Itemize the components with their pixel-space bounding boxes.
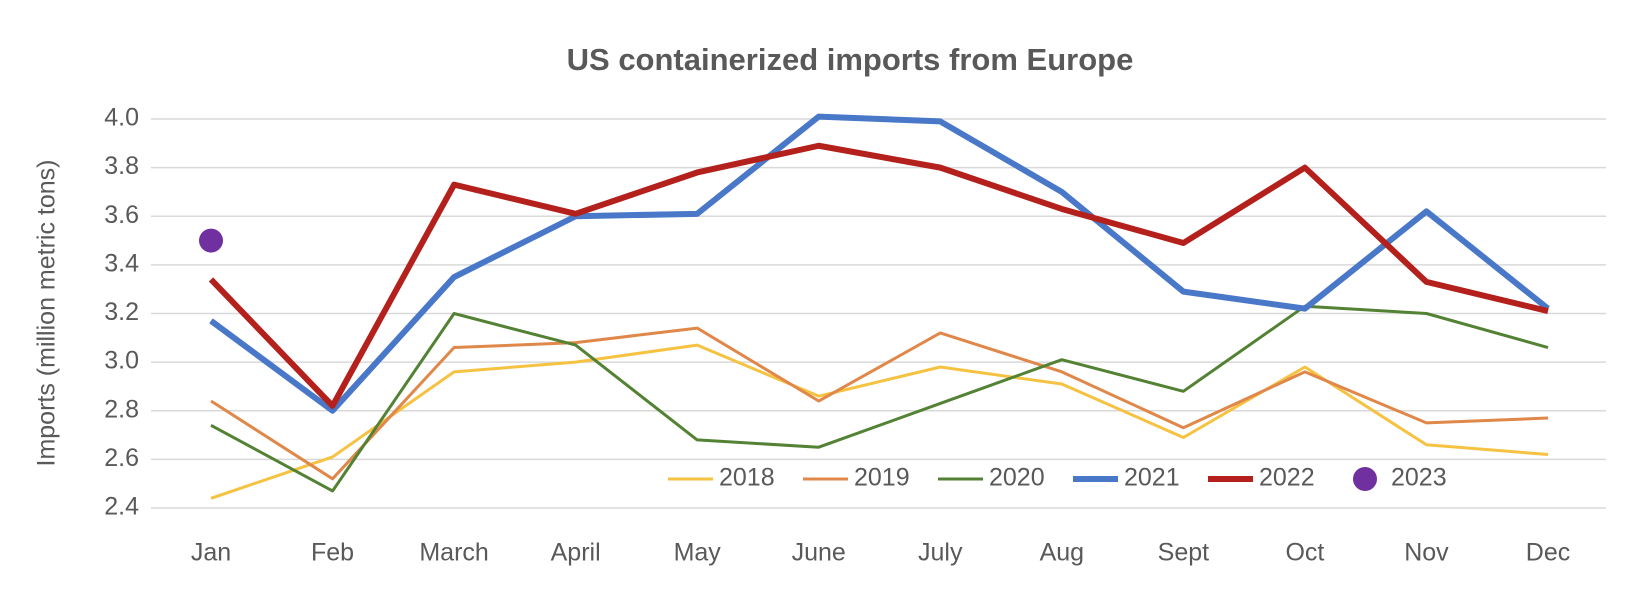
x-tick-label: Feb — [311, 539, 354, 567]
x-tick-label: Nov — [1404, 539, 1449, 567]
legend-label: 2018 — [719, 464, 775, 492]
y-tick-label: 4.0 — [104, 104, 139, 132]
x-tick-label: April — [551, 539, 601, 567]
x-tick-label: July — [918, 539, 963, 567]
legend-label: 2020 — [989, 464, 1045, 492]
x-tick-label: Dec — [1526, 539, 1570, 567]
y-tick-label: 2.4 — [104, 493, 139, 521]
legend-label: 2019 — [854, 464, 910, 492]
y-tick-label: 3.8 — [104, 152, 139, 180]
x-tick-label: May — [674, 539, 722, 567]
series-line — [209, 113, 1550, 414]
chart-title: US containerized imports from Europe — [567, 42, 1134, 77]
legend-label: 2021 — [1124, 464, 1180, 492]
series-line — [210, 304, 1549, 493]
y-tick-label: 2.6 — [104, 444, 139, 472]
legend-label: 2022 — [1259, 464, 1315, 492]
x-tick-label: Oct — [1285, 539, 1324, 567]
x-tick-label: Aug — [1040, 539, 1084, 567]
y-tick-label: 3.4 — [104, 249, 139, 277]
y-tick-label: 3.6 — [104, 201, 139, 229]
x-tick-label: Sept — [1158, 539, 1209, 567]
x-tick-label: March — [419, 539, 488, 567]
legend-marker — [1353, 467, 1377, 491]
x-tick-label: June — [792, 539, 846, 567]
y-tick-label: 3.0 — [104, 347, 139, 375]
x-tick-label: Jan — [191, 539, 231, 567]
series-line — [208, 142, 1549, 409]
y-tick-label: 3.2 — [104, 298, 139, 326]
y-axis-label: Imports (million metric tons) — [33, 160, 61, 467]
series-line — [210, 326, 1549, 481]
legend-label: 2023 — [1391, 464, 1447, 492]
point-marker — [199, 228, 223, 253]
y-tick-label: 2.8 — [104, 395, 139, 423]
